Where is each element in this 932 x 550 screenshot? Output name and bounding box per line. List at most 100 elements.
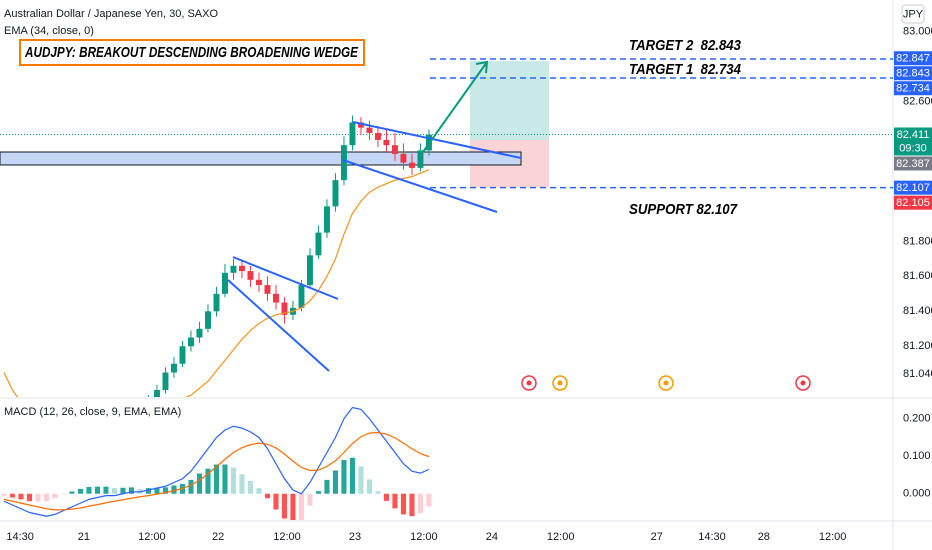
macd-histogram-bar [35,493,41,502]
wedge-line [227,279,330,372]
macd-histogram-bar [120,487,126,494]
macd-histogram-bar [290,493,296,520]
macd-tick-label: 0.100 [903,450,931,462]
macd-histogram-bar [205,468,211,494]
candle-body [400,153,407,163]
signal-line [3,432,430,511]
candle-body [221,272,228,294]
currency: JPY [903,8,924,20]
x-tick-label: 27 [651,531,663,543]
event-dot [800,380,806,386]
wedge-line [232,256,339,300]
candle-body [374,132,381,140]
macd-histogram-bar [26,493,33,502]
target-label: TARGET 2 82.843 [629,37,742,54]
candle-body [417,150,424,168]
macd-histogram-bar [281,493,288,519]
macd-histogram-bar [9,493,16,498]
macd-tick-label: 0.200 [903,413,931,425]
macd-histogram-bar [307,493,313,506]
candle-body [179,346,186,364]
candle-body [230,265,237,273]
candle-body [340,145,347,181]
macd-histogram-bar [94,486,101,494]
candle-body [204,311,211,329]
price-badge-label: 82.734 [896,83,930,95]
y-tick-label: 81.200 [903,340,932,352]
macd-histogram-bar [77,488,84,494]
price-badge [894,66,932,81]
macd-histogram-bar [426,493,432,507]
currency-button[interactable] [901,4,925,24]
macd-histogram-bar [103,486,109,494]
macd-histogram-bar [60,493,67,495]
event-dot [557,380,563,386]
macd-histogram-bar [128,487,135,494]
candle-body [332,180,339,207]
candle-body [323,206,330,233]
candle-body [281,302,288,315]
price-badge-label: 82.411 [897,129,930,141]
candle-body [255,279,262,286]
macd-histogram-bar [366,479,373,494]
y-tick-label: 81.400 [903,305,932,317]
symbol-title: Australian Dollar / Japanese Yen, 30, SA… [4,8,218,20]
macd-histogram-bar [230,467,237,494]
candle-body [213,293,220,312]
macd-histogram-bar [213,464,220,494]
macd-histogram-bar [111,488,118,494]
candle-body [349,122,356,146]
macd-tick-label: 0.000 [903,488,931,500]
price-badge [894,127,932,156]
price-badge [894,180,932,195]
event-dot [526,380,532,386]
x-tick-label: 28 [758,531,770,543]
candle-body [171,363,177,373]
candle-body [264,285,271,294]
y-tick-label: 83.000 [903,25,932,37]
macd-histogram-bar [349,457,356,494]
macd-histogram-bar [332,470,339,494]
macd-histogram-bar [86,487,92,494]
x-tick-label: 12:00 [273,531,301,543]
drawings [227,60,811,391]
macd-histogram-bar [409,493,415,517]
candle-body [298,285,305,308]
macd-pane [1,406,432,520]
x-tick-label: 12:00 [547,531,575,543]
y-tick-label: 81.040 [903,368,932,380]
macd-histogram-bar [162,487,169,494]
target-zone [470,61,549,140]
price-badge [894,156,932,171]
macd-histogram-bar [171,485,177,494]
wedge-line [342,159,498,213]
candle-body [247,271,254,280]
candle-body [357,122,364,128]
price-badge-label: 82.847 [896,53,930,65]
candle-body [366,127,373,133]
macd-histogram-bar [247,481,254,494]
wedge-line [352,121,522,159]
support-label: SUPPORT 82.107 [629,201,738,218]
x-tick-label: 24 [486,531,498,543]
macd-histogram-bar [1,493,7,496]
candle-body [162,372,169,391]
resistance-zone [0,151,522,166]
price-badge-label: 82.387 [896,158,930,170]
x-tick-label: 22 [212,531,224,543]
candle-body [238,265,245,272]
countdown-label: 09:30 [899,142,927,154]
x-tick-label: 14:30 [698,531,726,543]
y-tick-label: 81.600 [903,270,932,282]
candle-body [137,402,143,404]
x-tick-label: 14:30 [6,531,34,543]
projection-arrow [422,61,488,153]
arrow-head [475,60,489,74]
macd-histogram-bar [154,487,160,494]
macd-histogram-bar [315,491,322,494]
candle-body [391,145,398,154]
x-tick-label: 12:00 [410,531,438,543]
macd-histogram-bar [400,493,407,515]
candle-body [383,139,390,146]
